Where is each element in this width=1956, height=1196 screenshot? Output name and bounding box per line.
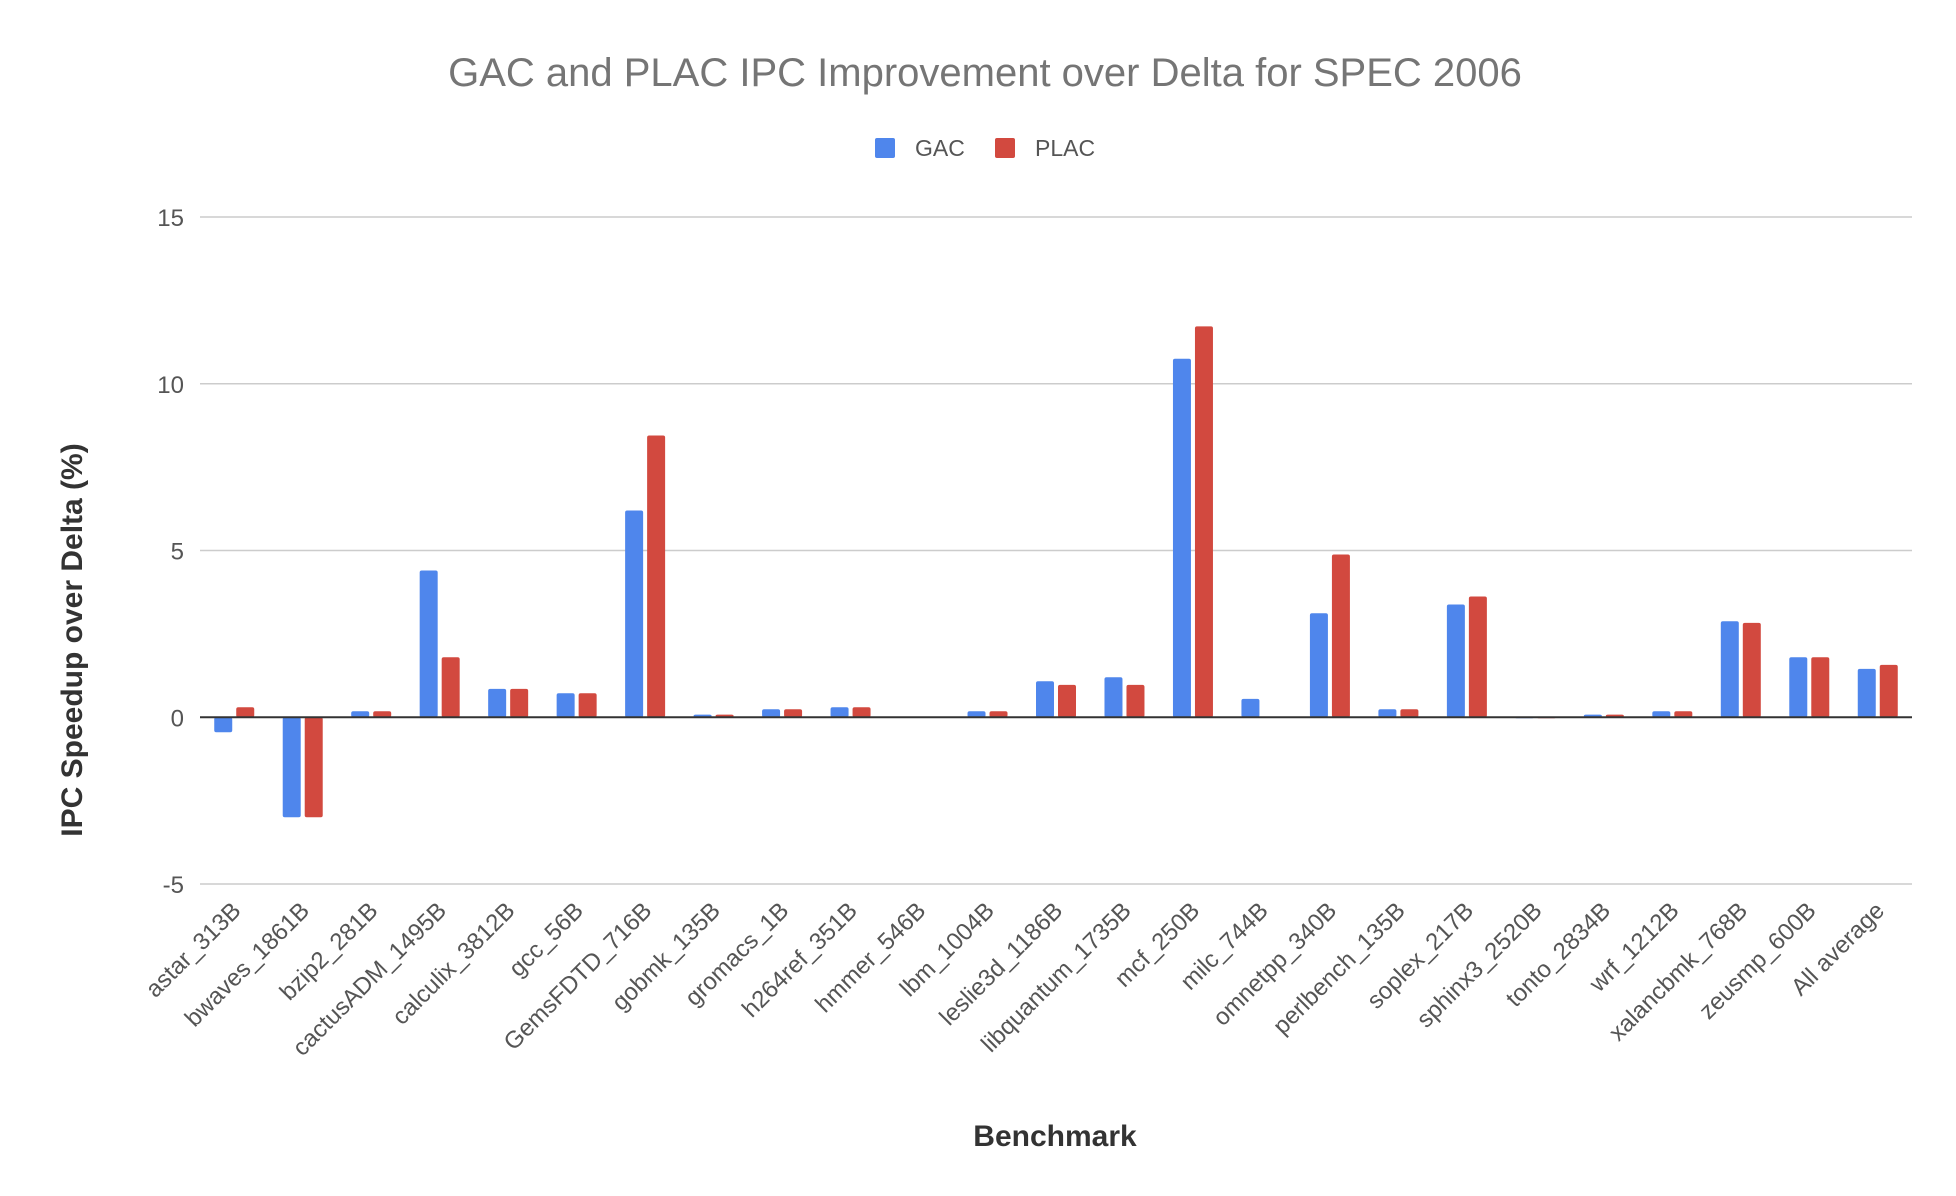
bar-plac (1331, 554, 1350, 718)
bar-gac (762, 709, 781, 718)
bar-gac (1446, 604, 1465, 718)
bar-gac (1172, 358, 1191, 718)
bar-gac (1309, 613, 1328, 718)
bar-plac (989, 711, 1008, 718)
bar-gac (830, 707, 849, 718)
bar-plac (510, 688, 529, 718)
x-category-label: leslie3d_1186B (934, 897, 1068, 1031)
x-category-label: bwaves_1861B (180, 897, 315, 1032)
bar-plac (1468, 596, 1487, 718)
x-axis-category-labels: astar_313Bbwaves_1861Bbzip2_281BcactusAD… (141, 897, 1890, 1061)
x-category-label: omnetpp_340B (1208, 897, 1342, 1031)
y-axis-title: IPC Speedup over Delta (%) (56, 443, 89, 836)
x-category-label: calculix_3812B (387, 897, 520, 1030)
bar-gac (556, 693, 575, 718)
bar-gac (1720, 621, 1739, 718)
bar-plac (647, 435, 666, 718)
legend-swatch-gac (875, 138, 895, 158)
bar-plac (1811, 657, 1830, 718)
bar-gac (1104, 677, 1123, 718)
bar-gac (419, 570, 438, 718)
bar-gac (488, 688, 507, 718)
bar-plac (578, 693, 597, 718)
y-tick-label: 10 (157, 372, 184, 399)
bar-plac (1194, 326, 1213, 718)
legend-label-plac: PLAC (1035, 135, 1095, 161)
bar-plac (1742, 622, 1761, 718)
bar-plac (373, 711, 392, 718)
x-category-label: sphinx3_2520B (1412, 897, 1548, 1033)
bar-plac (304, 717, 323, 818)
y-tick-label: -5 (163, 872, 184, 899)
y-axis-ticks: -5 0 5 10 15 (157, 205, 184, 899)
bar-plac (1058, 684, 1076, 718)
bar-plac (236, 707, 255, 718)
bar-gac (351, 711, 370, 718)
bars (214, 326, 1898, 818)
bar-gac (1789, 657, 1808, 718)
y-tick-label: 5 (171, 539, 184, 566)
bar-gac (1036, 681, 1054, 718)
bar-gac (1652, 711, 1671, 718)
gridlines (200, 216, 1912, 885)
bar-plac (1879, 664, 1898, 718)
bar-gac (282, 717, 301, 818)
bar-plac (1126, 684, 1145, 718)
bar-gac (1378, 709, 1397, 718)
bar-gac (214, 717, 233, 733)
bar-plac (1400, 709, 1419, 718)
bar-plac (441, 657, 460, 718)
y-tick-label: 15 (157, 205, 184, 232)
bar-gac (967, 711, 986, 718)
bar-gac (1241, 698, 1260, 718)
x-category-label: zeusmp_600B (1694, 897, 1822, 1025)
legend: GAC PLAC (875, 135, 1095, 161)
bar-gac (625, 510, 644, 718)
x-axis-title: Benchmark (973, 1120, 1137, 1153)
chart-title: GAC and PLAC IPC Improvement over Delta … (448, 51, 1522, 95)
legend-swatch-plac (995, 138, 1015, 158)
y-tick-label: 0 (171, 705, 184, 732)
bar-plac (852, 707, 871, 718)
bar-plac (1674, 711, 1693, 718)
legend-label-gac: GAC (915, 135, 965, 161)
bar-plac (784, 709, 803, 718)
bar-gac (1857, 668, 1876, 718)
